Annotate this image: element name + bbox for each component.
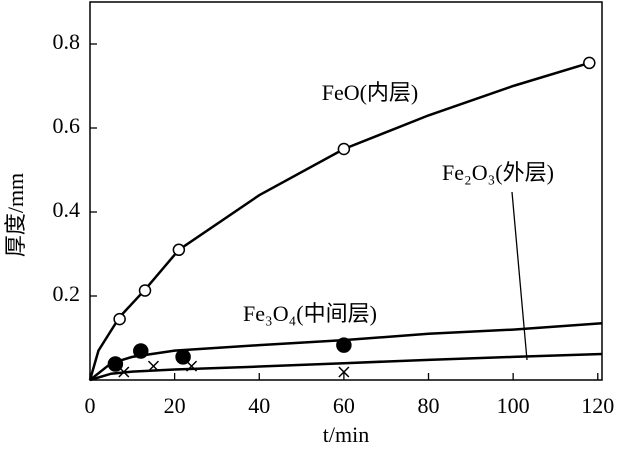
y-tick-label: 0.4 bbox=[53, 197, 81, 222]
x-tick-label: 60 bbox=[333, 393, 355, 418]
point bbox=[113, 312, 126, 326]
y-tick-label: 0.6 bbox=[53, 113, 81, 138]
x-tick-label: 80 bbox=[418, 393, 440, 418]
point bbox=[118, 366, 130, 378]
point bbox=[186, 360, 198, 372]
plot-frame bbox=[89, 1, 603, 381]
point bbox=[337, 142, 351, 156]
point bbox=[172, 243, 186, 257]
fit-curve bbox=[89, 352, 603, 382]
point bbox=[583, 56, 596, 70]
series-label: Fe₂O₃(外层) bbox=[442, 160, 554, 185]
x-tick-label: 20 bbox=[164, 393, 186, 418]
point bbox=[338, 366, 350, 378]
x-tick-label: 0 bbox=[85, 393, 96, 418]
series-label: Fe₃O₄(中间层) bbox=[243, 301, 377, 326]
x-tick-label: 120 bbox=[581, 393, 614, 418]
leader-line bbox=[511, 191, 528, 361]
y-tick-label: 0.2 bbox=[53, 281, 81, 306]
series-label: FeO(内层) bbox=[322, 80, 419, 105]
point bbox=[138, 284, 152, 297]
x-tick-label: 100 bbox=[497, 393, 530, 418]
x-axis-title: t/min bbox=[323, 422, 369, 447]
point bbox=[336, 337, 352, 353]
point bbox=[133, 343, 149, 359]
point bbox=[175, 349, 191, 365]
x-tick-label: 40 bbox=[248, 393, 270, 418]
y-tick-label: 0.8 bbox=[53, 29, 81, 54]
fit-curve bbox=[88, 61, 590, 381]
y-axis-title: 厚度/mm bbox=[3, 173, 28, 257]
point bbox=[147, 360, 160, 372]
